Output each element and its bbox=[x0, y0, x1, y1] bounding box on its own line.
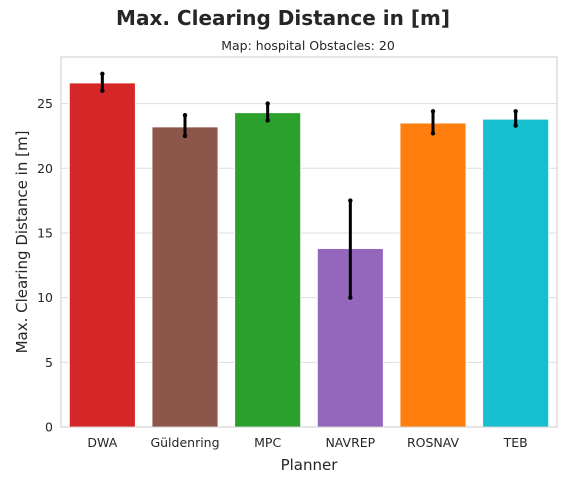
y-tick-label: 10 bbox=[37, 290, 53, 305]
bar bbox=[482, 118, 550, 428]
y-tick-label: 5 bbox=[45, 355, 53, 370]
bar bbox=[151, 126, 219, 428]
error-cap bbox=[513, 109, 518, 114]
x-tick-label: DWA bbox=[87, 435, 117, 450]
y-tick-label: 20 bbox=[37, 161, 53, 176]
chart-title: Max. Clearing Distance in [m] bbox=[116, 6, 450, 30]
bar bbox=[399, 122, 467, 428]
y-axis-label: Max. Clearing Distance in [m] bbox=[13, 131, 31, 354]
x-axis-label: Planner bbox=[281, 456, 339, 474]
error-cap bbox=[430, 109, 436, 114]
x-tick-label: MPC bbox=[254, 435, 281, 450]
y-tick-label: 15 bbox=[37, 225, 53, 240]
error-cap bbox=[430, 131, 436, 136]
error-cap bbox=[265, 118, 270, 123]
x-tick-labels: DWA Güldenring MPC NAVREP ROSNAV TEB bbox=[87, 435, 527, 450]
error-cap bbox=[182, 133, 188, 139]
y-tick-labels: 0 5 10 15 20 25 bbox=[37, 96, 53, 434]
bar bbox=[234, 112, 302, 428]
x-tick-label: ROSNAV bbox=[407, 435, 460, 450]
error-cap bbox=[348, 198, 353, 203]
error-cap bbox=[100, 71, 105, 77]
error-cap bbox=[182, 113, 188, 118]
x-tick-label: TEB bbox=[503, 435, 528, 450]
y-tick-label: 25 bbox=[37, 96, 53, 111]
error-cap bbox=[513, 123, 518, 128]
error-bars bbox=[100, 71, 518, 300]
error-cap bbox=[265, 101, 270, 106]
bars bbox=[68, 82, 550, 428]
chart-subtitle: Map: hospital Obstacles: 20 bbox=[221, 38, 395, 53]
x-tick-label: Güldenring bbox=[150, 435, 219, 450]
x-tick-label: NAVREP bbox=[325, 435, 375, 450]
error-cap bbox=[100, 88, 105, 93]
error-cap bbox=[348, 295, 353, 300]
plot-frame bbox=[60, 56, 558, 428]
y-tick-label: 0 bbox=[45, 420, 53, 435]
bar bbox=[68, 82, 136, 428]
